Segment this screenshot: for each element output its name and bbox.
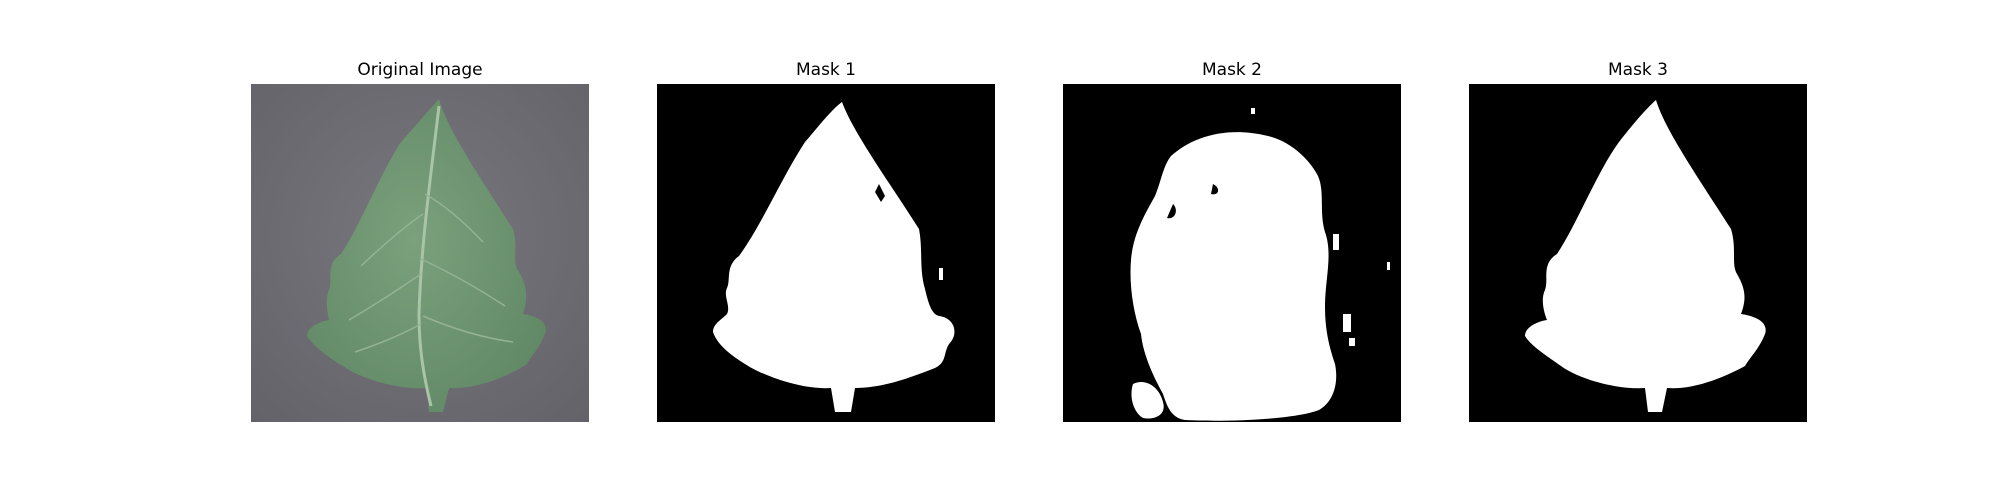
panel-mask-2: Mask 2 <box>1063 58 1401 422</box>
panel-mask-3: Mask 3 <box>1469 58 1807 422</box>
mask-2-image <box>1063 84 1401 422</box>
mask-3-image <box>1469 84 1807 422</box>
panel-title: Mask 1 <box>795 60 856 80</box>
mask-1-image <box>657 84 995 422</box>
panel-title: Mask 2 <box>1201 60 1262 80</box>
original-leaf-photo <box>251 84 589 422</box>
panel-title: Mask 3 <box>1607 60 1668 80</box>
panel-original-image: Original Image <box>251 58 589 422</box>
panel-title: Original Image <box>357 60 483 80</box>
panel-mask-1: Mask 1 <box>657 58 995 422</box>
